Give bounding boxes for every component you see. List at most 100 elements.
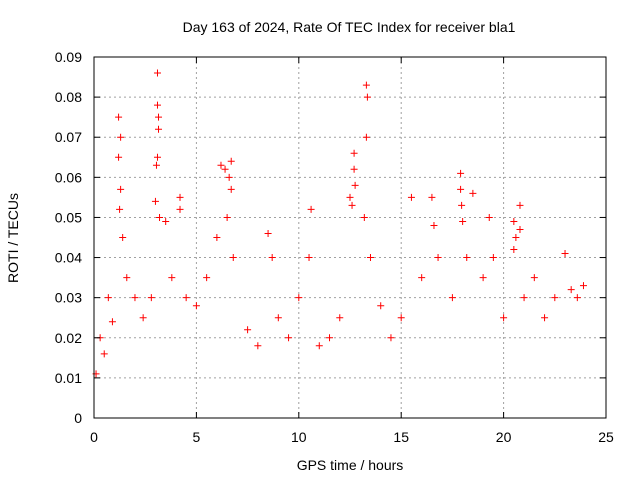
data-point xyxy=(217,161,225,169)
y-tick-label: 0 xyxy=(74,410,82,426)
data-point xyxy=(268,254,276,262)
data-point xyxy=(307,205,315,213)
data-point xyxy=(119,234,127,241)
data-point xyxy=(115,113,123,121)
data-point xyxy=(100,350,108,358)
data-point xyxy=(295,294,303,302)
data-point xyxy=(104,294,112,302)
data-point xyxy=(213,234,221,241)
data-point xyxy=(350,149,358,157)
data-point xyxy=(151,197,159,205)
data-point xyxy=(407,193,415,201)
data-point xyxy=(168,274,176,282)
data-point xyxy=(463,254,471,262)
data-point xyxy=(579,282,587,290)
data-point xyxy=(223,213,231,221)
data-point xyxy=(117,185,125,193)
data-point xyxy=(176,193,184,201)
data-point xyxy=(500,314,508,322)
data-point xyxy=(192,302,200,310)
data-point xyxy=(551,294,559,302)
data-point xyxy=(457,185,465,193)
x-tick-label: 10 xyxy=(291,429,307,445)
data-point xyxy=(360,213,368,221)
data-point xyxy=(479,274,487,282)
data-point xyxy=(152,161,160,169)
data-point xyxy=(203,274,211,282)
x-tick-label: 25 xyxy=(598,429,614,445)
y-tick-label: 0.03 xyxy=(55,290,82,306)
data-point xyxy=(182,294,190,302)
chart-title: Day 163 of 2024, Rate Of TEC Index for r… xyxy=(183,19,516,35)
data-point xyxy=(516,225,524,233)
data-point xyxy=(156,213,164,221)
data-point xyxy=(315,342,323,350)
data-point xyxy=(274,314,282,322)
data-point xyxy=(541,314,549,322)
data-point xyxy=(336,314,344,322)
y-tick-label: 0.04 xyxy=(55,250,82,266)
data-point xyxy=(520,294,528,302)
data-point xyxy=(147,294,155,302)
data-point xyxy=(567,286,575,294)
y-tick-label: 0.08 xyxy=(55,89,82,105)
data-point xyxy=(418,274,426,282)
y-tick-label: 0.01 xyxy=(55,370,82,386)
data-point xyxy=(469,189,477,197)
y-tick-label: 0.07 xyxy=(55,129,82,145)
data-point xyxy=(153,69,161,77)
axis-ticks xyxy=(93,56,607,419)
data-point xyxy=(366,254,374,262)
plot-frame xyxy=(93,56,607,419)
data-point xyxy=(153,101,161,109)
data-point xyxy=(346,193,354,201)
data-point xyxy=(254,342,262,350)
data-point xyxy=(326,334,334,342)
data-point xyxy=(573,294,581,302)
data-point xyxy=(387,334,395,342)
data-point xyxy=(227,157,235,165)
data-point xyxy=(155,125,163,133)
data-point xyxy=(115,153,123,161)
data-point xyxy=(131,294,139,302)
data-point xyxy=(227,185,235,193)
y-tick-label: 0.09 xyxy=(55,49,82,65)
data-point xyxy=(397,314,405,322)
data-point xyxy=(117,133,125,141)
y-axis-label: ROTI / TECUs xyxy=(5,193,21,283)
data-point xyxy=(434,254,442,262)
data-point xyxy=(108,318,116,326)
x-tick-label: 20 xyxy=(496,429,512,445)
x-tick-labels: 0 5 10 15 20 25 xyxy=(90,429,614,445)
data-point xyxy=(225,173,233,181)
data-point xyxy=(489,254,497,262)
data-point xyxy=(155,113,163,121)
data-point xyxy=(430,221,438,229)
data-point xyxy=(139,314,147,322)
data-point xyxy=(348,201,356,209)
data-point xyxy=(428,193,436,201)
x-tick-label: 15 xyxy=(393,429,409,445)
data-point xyxy=(350,165,358,173)
data-point xyxy=(116,205,124,213)
data-point xyxy=(510,217,518,225)
data-point xyxy=(176,205,184,213)
data-point xyxy=(457,169,465,177)
y-tick-label: 0.06 xyxy=(55,169,82,185)
x-tick-label: 0 xyxy=(90,429,98,445)
data-point xyxy=(448,294,456,302)
data-point xyxy=(485,213,493,221)
data-point xyxy=(351,181,359,189)
data-point xyxy=(362,81,370,89)
y-tick-label: 0.02 xyxy=(55,330,82,346)
data-point xyxy=(510,246,518,254)
data-point xyxy=(530,274,538,282)
data-point xyxy=(244,326,252,334)
x-tick-label: 5 xyxy=(193,429,201,445)
data-points xyxy=(92,69,587,378)
gridlines xyxy=(94,57,606,418)
data-point xyxy=(377,302,385,310)
data-point xyxy=(561,250,569,258)
data-point xyxy=(162,217,170,225)
data-point xyxy=(458,201,466,209)
